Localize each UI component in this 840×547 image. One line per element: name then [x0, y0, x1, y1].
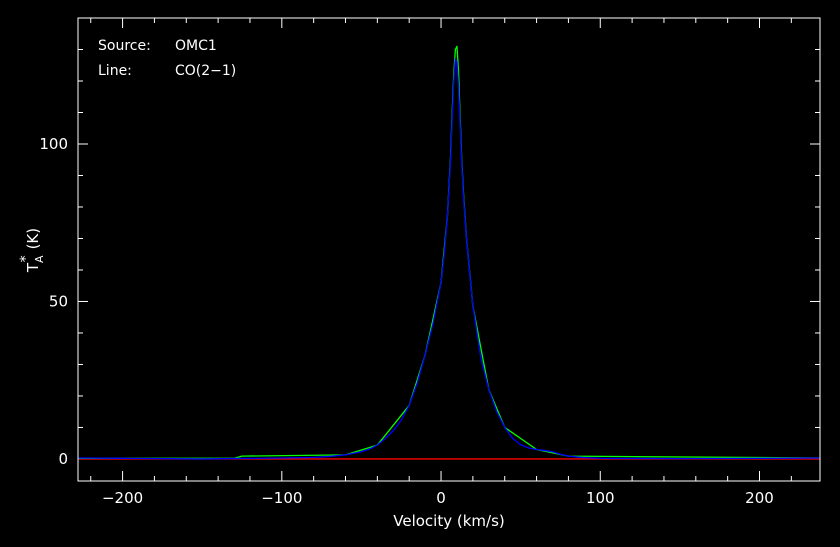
y-axis-label-unit: (K) — [24, 228, 42, 250]
tick-labels: −200 −100 0 100 200 0 50 100 — [39, 135, 773, 507]
source-value: OMC1 — [175, 38, 217, 54]
y-tick-label: 50 — [49, 292, 68, 310]
tick-marks — [78, 17, 820, 481]
x-tick-label: 100 — [586, 489, 615, 507]
x-tick-label: −100 — [261, 489, 302, 507]
y-axis-label-sub: A — [33, 255, 46, 263]
y-tick-label: 0 — [58, 450, 68, 468]
y-axis-label-sup: * — [18, 255, 34, 262]
plot-frame — [77, 17, 821, 482]
line-value: CO(2−1) — [175, 63, 236, 79]
svg-text:TA*(K): TA* (K) — [18, 228, 46, 273]
source-key: Source: — [98, 38, 151, 54]
line-key: Line: — [98, 63, 132, 79]
x-tick-label: 200 — [745, 489, 774, 507]
y-axis-label-base: T — [24, 262, 42, 273]
x-tick-label: 0 — [436, 489, 446, 507]
x-tick-label: −200 — [102, 489, 143, 507]
y-tick-label: 100 — [39, 135, 68, 153]
series-layer — [77, 45, 821, 460]
series-line-0 — [77, 58, 821, 460]
x-axis-label: Velocity (km/s) — [393, 512, 504, 530]
y-axis-label: TA* (K) — [18, 228, 46, 273]
series-line-1 — [78, 45, 821, 459]
